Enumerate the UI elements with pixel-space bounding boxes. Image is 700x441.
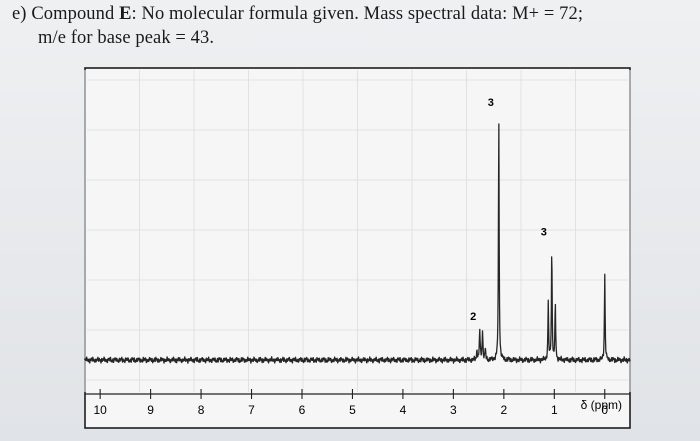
x-tick-label: 7 — [248, 403, 255, 417]
question-prefix: Compound — [31, 4, 120, 24]
question-label: e) — [12, 4, 27, 24]
question-line-1: e) Compound E: No molecular formula give… — [12, 4, 583, 25]
spectrum-trace — [84, 123, 631, 364]
x-tick-label: 6 — [299, 403, 306, 417]
x-tick-label: 8 — [198, 403, 205, 417]
x-tick-label: 9 — [147, 403, 154, 417]
x-tick-label: 3 — [450, 403, 457, 417]
integration-label: 2 — [470, 311, 476, 323]
integration-labels: 2 3 3 — [470, 97, 547, 323]
background-grid — [84, 70, 631, 392]
integration-label: 3 — [541, 226, 547, 238]
x-axis-tick-labels: 10 9 8 7 6 5 4 3 2 1 0 — [93, 403, 608, 417]
x-axis-label: δ (ppm) — [581, 398, 622, 412]
compound-letter: E — [119, 4, 132, 24]
x-tick-label: 5 — [349, 403, 356, 417]
x-tick-label: 1 — [551, 403, 558, 417]
x-tick-label: 4 — [400, 403, 407, 417]
question-line-2: m/e for base peak = 43. — [38, 28, 215, 48]
x-tick-label: 10 — [93, 403, 107, 417]
x-tick-label: 2 — [500, 403, 507, 417]
x-tick-label: 0 — [601, 403, 608, 417]
question-data: : No molecular formula given. Mass spect… — [131, 4, 584, 24]
integration-label: 3 — [488, 97, 494, 109]
x-axis-ticks — [99, 389, 606, 399]
